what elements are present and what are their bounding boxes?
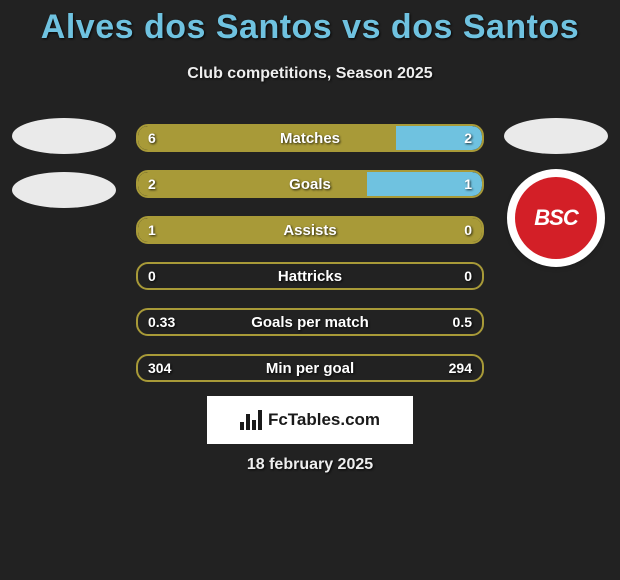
page-subtitle: Club competitions, Season 2025 — [0, 65, 620, 83]
footer-brand-box[interactable]: FcTables.com — [207, 396, 413, 444]
footer-brand-text: FcTables.com — [268, 410, 380, 430]
club-badge-initials: BSC — [534, 205, 577, 231]
player-placeholder-ellipse — [504, 118, 608, 154]
bar-chart-icon — [240, 410, 262, 430]
date-text: 18 february 2025 — [0, 456, 620, 474]
stat-value-right: 1 — [464, 172, 472, 196]
page-title: Alves dos Santos vs dos Santos — [0, 0, 620, 47]
stat-label: Hattricks — [138, 264, 482, 288]
comparison-bars: 62Matches21Goals10Assists00Hattricks0.33… — [136, 124, 484, 382]
stat-bar-row: 304 294Min per goal — [136, 354, 484, 382]
stat-bar-row: 0.33 0.5Goals per match — [136, 308, 484, 336]
stat-value-left: 6 — [148, 126, 156, 150]
stat-value-right: 0 — [464, 218, 472, 242]
stat-label: Min per goal — [138, 356, 482, 380]
player-placeholder-ellipse — [12, 118, 116, 154]
player-placeholder-ellipse — [12, 172, 116, 208]
stat-bar-row: 0 0Hattricks — [136, 262, 484, 290]
stat-value-left: 304 — [148, 356, 171, 380]
stat-value-right: 2 — [464, 126, 472, 150]
stat-label: Goals per match — [138, 310, 482, 334]
stat-bar-left-fill — [138, 126, 396, 150]
stat-bar-left-fill — [138, 172, 367, 196]
stat-value-left: 2 — [148, 172, 156, 196]
stat-bar-left-fill — [138, 218, 482, 242]
stat-value-left: 0.33 — [148, 310, 175, 334]
club-badge-inner: BSC — [515, 177, 597, 259]
club-badge: BSC — [510, 172, 602, 264]
stat-bar-row: 21Goals — [136, 170, 484, 198]
stat-value-right: 0 — [464, 264, 472, 288]
stat-bar-row: 62Matches — [136, 124, 484, 152]
stat-value-right: 0.5 — [453, 310, 472, 334]
left-player-column — [8, 118, 120, 208]
right-player-column: BSC — [500, 118, 612, 264]
stat-value-right: 294 — [449, 356, 472, 380]
stat-bar-row: 10Assists — [136, 216, 484, 244]
stat-value-left: 0 — [148, 264, 156, 288]
stat-value-left: 1 — [148, 218, 156, 242]
